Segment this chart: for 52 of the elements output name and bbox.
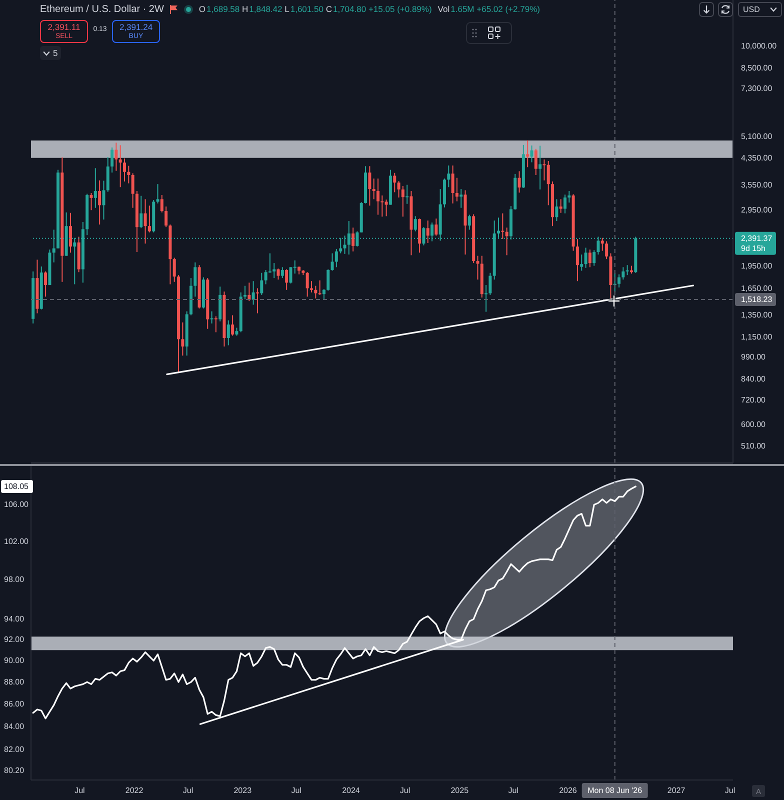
y-tick-label: 86.00: [4, 699, 25, 708]
y-tick-label: 1,150.00: [741, 332, 773, 342]
y-tick-label: 84.00: [4, 722, 25, 731]
y-tick-label: 1,350.00: [741, 310, 773, 320]
y-tick-label: 720.00: [741, 395, 766, 404]
annotation: 108.05: [4, 482, 30, 491]
y-tick-label: 102.00: [4, 536, 30, 546]
x-tick-label: Jul: [74, 786, 86, 795]
x-tick-label: 2025: [450, 786, 470, 795]
ref-line-label: 2,391.37: [741, 234, 773, 243]
text: O1,689.58 H1,848.42 L1,601.50 C1,704.80 +15.05 (+0.89%): [198, 4, 432, 14]
y-tick-label: 90.00: [4, 656, 25, 666]
x-tick-label: Jul: [182, 786, 194, 795]
x-tick-label: 2027: [667, 786, 686, 795]
x-tick-label: Jul: [508, 786, 519, 795]
y-tick-label: 990.00: [741, 352, 766, 362]
y-tick-label: 2,950.00: [741, 206, 773, 215]
x-tick-label: 2024: [342, 786, 360, 795]
x-tick-label: Jul: [291, 786, 302, 795]
y-tick-label: 4,350.00: [741, 153, 773, 162]
annotation: 2,391.24: [119, 22, 153, 32]
y-tick-label: 106.00: [4, 500, 30, 510]
y-tick-label: 94.00: [4, 614, 25, 624]
y-tick-label: 8,500.00: [741, 63, 773, 72]
y-tick-label: 600.00: [741, 420, 766, 429]
text: 9d 15h: [741, 244, 766, 253]
chart-title: Ethereum / U.S. Dollar · 2W: [40, 4, 164, 14]
y-tick-label: 98.00: [4, 575, 25, 584]
x-tick-label: 2023: [234, 786, 252, 795]
currency-dropdown: USD: [738, 2, 782, 17]
ref-line-label: Mon 08 Jun '26: [588, 786, 643, 795]
x-tick-label: Jul: [400, 786, 410, 795]
annotation: 5: [53, 48, 58, 58]
y-tick-label: 7,300.00: [741, 84, 773, 93]
y-tick-label: 88.00: [4, 678, 25, 687]
annotation: 2,391.11: [48, 22, 80, 32]
y-tick-label: 3,550.00: [741, 180, 773, 190]
y-tick-label: 5,100.00: [741, 132, 773, 141]
y-tick-label: 92.00: [4, 635, 25, 644]
ref-line-label: 1,518.23: [741, 294, 773, 304]
x-tick-label: Jul: [724, 786, 736, 795]
x-tick-label: 2022: [125, 786, 144, 795]
y-tick-label: 840.00: [741, 374, 766, 384]
y-tick-label: 10,000.00: [741, 41, 778, 50]
collapse-button: 5: [40, 46, 61, 60]
y-tick-label: 80.20: [4, 766, 25, 775]
x-tick-label: 2026: [559, 786, 578, 795]
y-tick-label: 82.00: [4, 744, 25, 754]
y-tick-label: 1,650.00: [741, 284, 773, 293]
annotation: Vol1.65M +65.02 (+2.79%): [438, 4, 540, 14]
y-tick-label: 510.00: [741, 442, 766, 451]
y-tick-label: 1,950.00: [741, 261, 773, 270]
